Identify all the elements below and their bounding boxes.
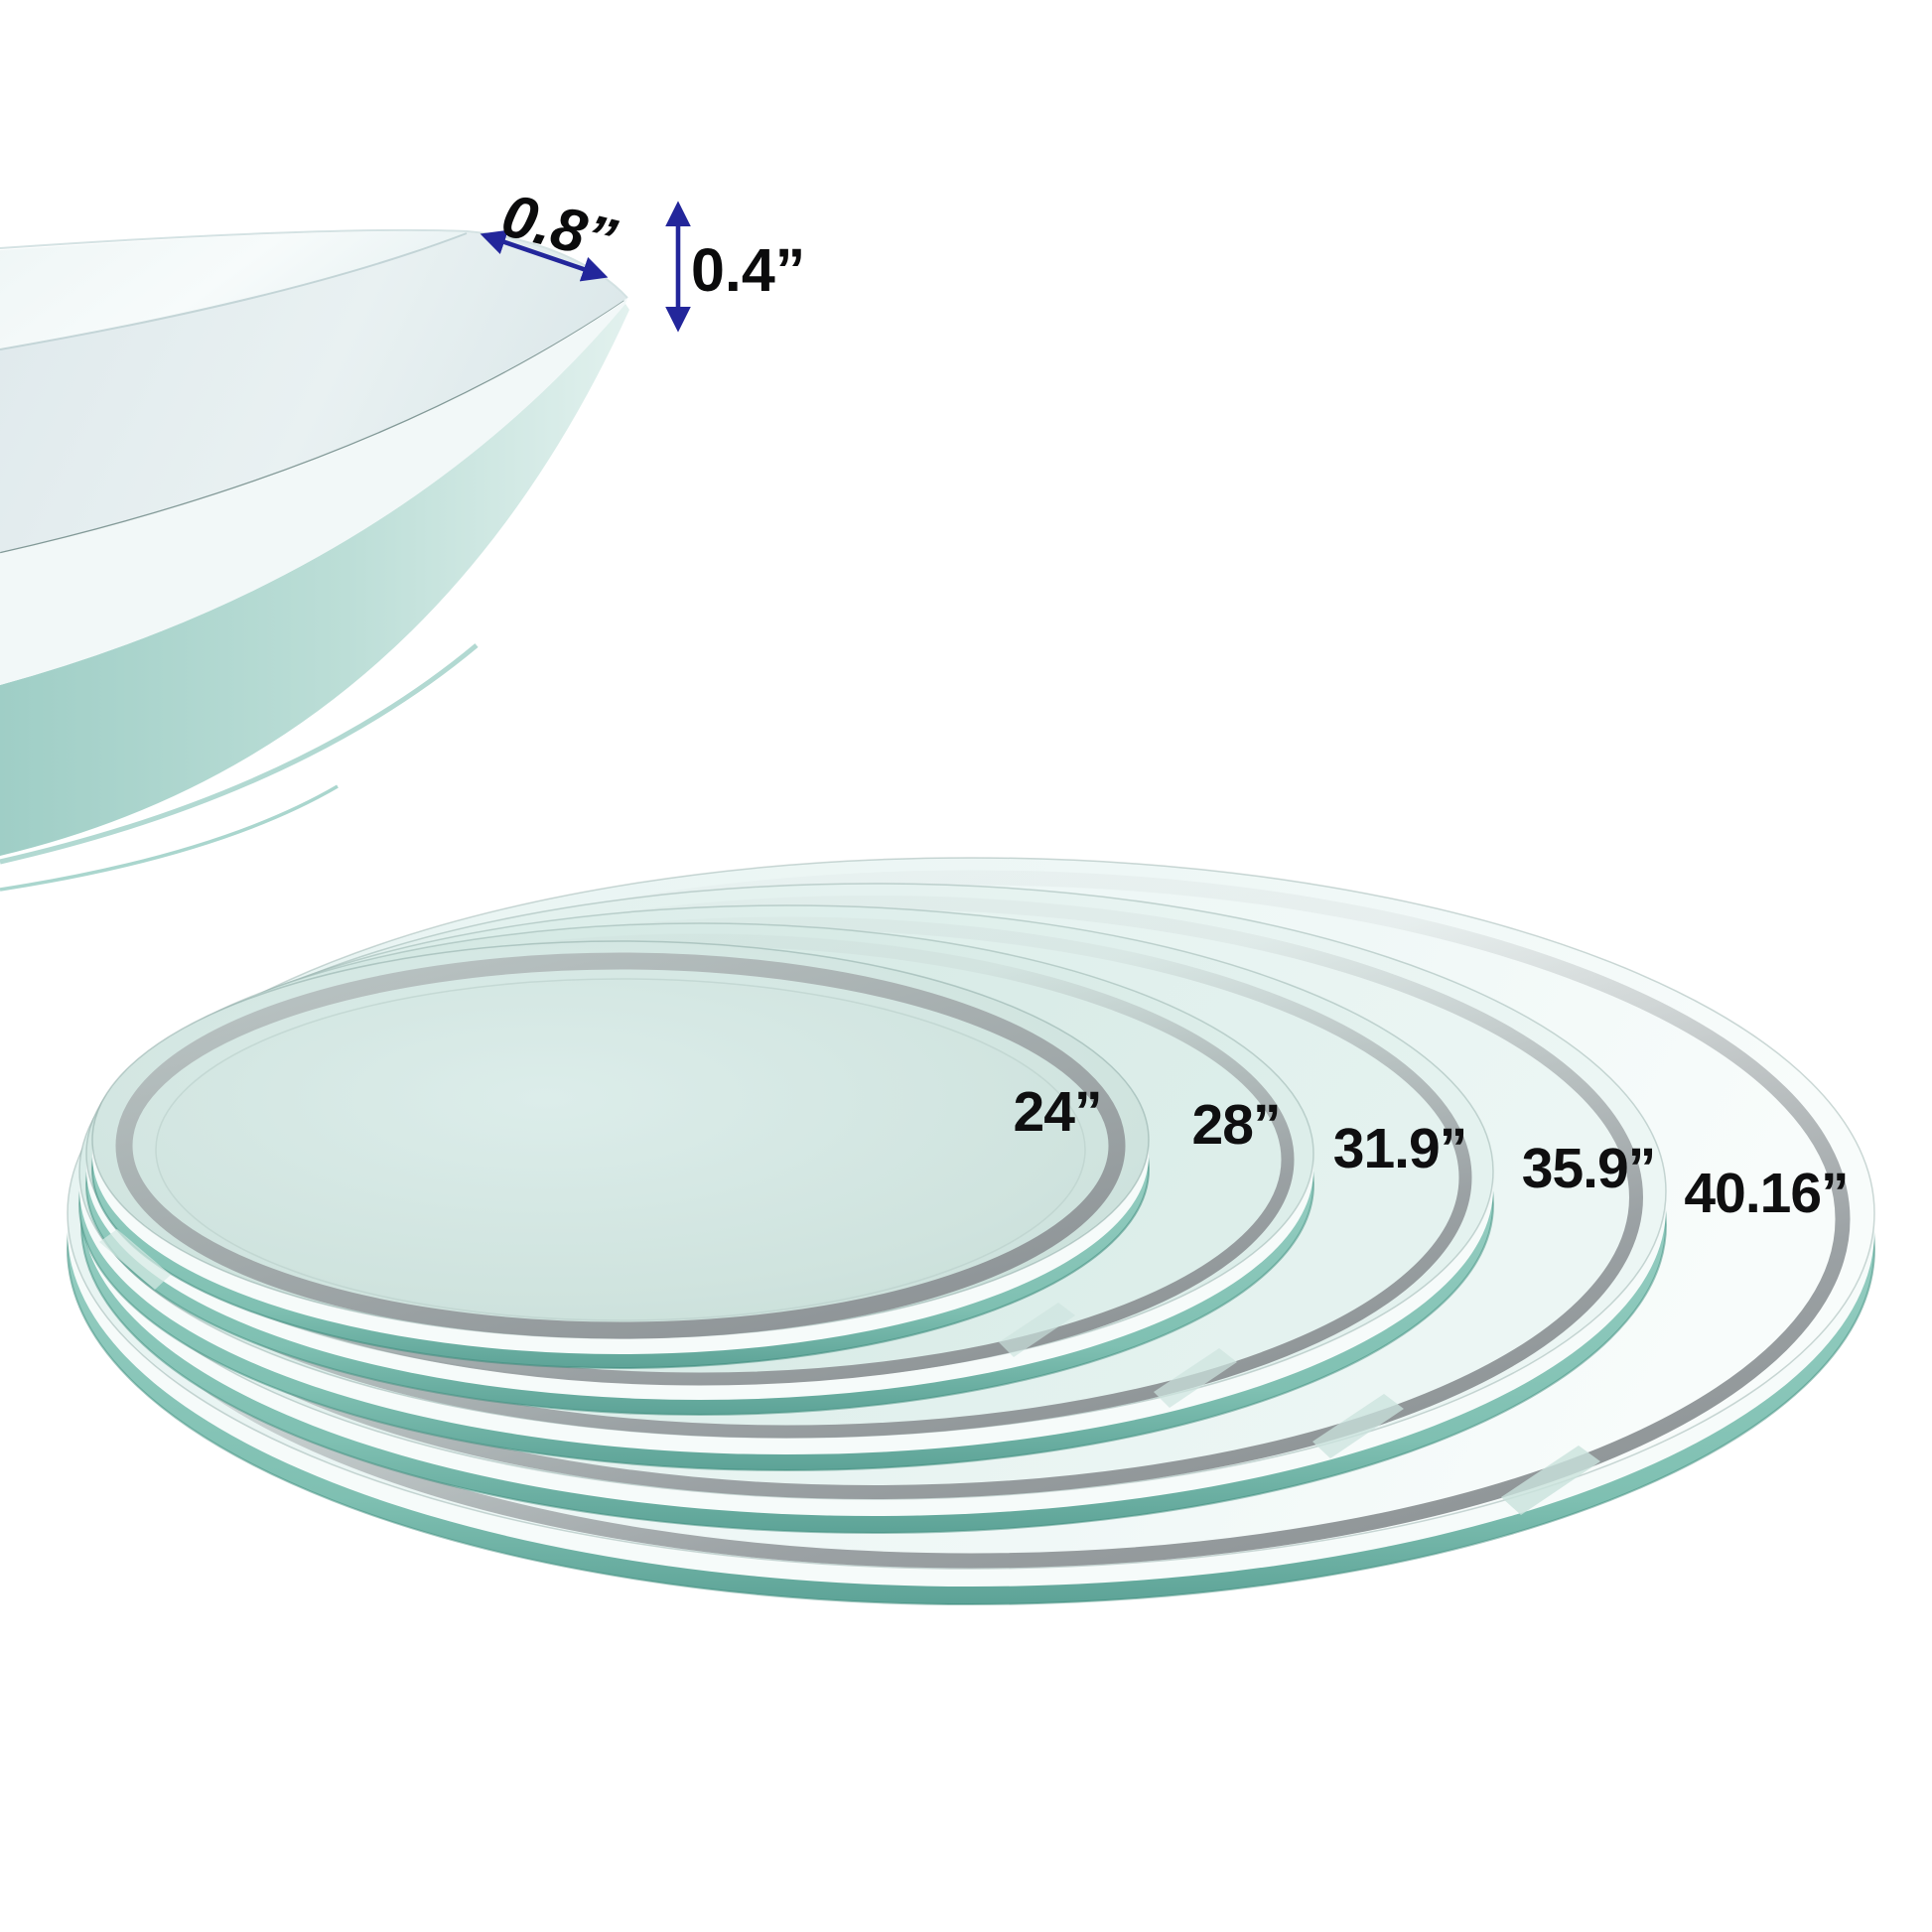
size-label-31-9: 31.9” — [1333, 1117, 1466, 1180]
bevel-width-arrow — [480, 229, 609, 282]
size-label-28: 28” — [1192, 1093, 1281, 1157]
closeup-underside-line-2 — [0, 784, 339, 892]
disc-inner-surface — [155, 978, 1086, 1321]
closeup-underside-line — [0, 643, 479, 865]
bevel-facet — [1154, 1348, 1237, 1408]
size-label-40-16: 40.16” — [1684, 1162, 1848, 1225]
glass-stack — [67, 857, 1875, 1605]
closeup-edge-band — [0, 298, 627, 685]
disc-24 — [91, 940, 1150, 1369]
size-labels: 24” 28” 31.9” 35.9” 40.16” — [1014, 1080, 1850, 1225]
closeup-facet-line — [0, 232, 468, 350]
dimension-annotations: 0.8” 0.4” — [480, 181, 805, 333]
bevel-facet — [1312, 1394, 1404, 1458]
bevel-facet — [1501, 1446, 1600, 1515]
glass-edge-closeup — [0, 228, 629, 892]
thickness-label: 0.4” — [691, 236, 805, 304]
closeup-bevel-face — [0, 232, 627, 552]
closeup-underside — [0, 304, 629, 856]
size-label-35-9: 35.9” — [1522, 1137, 1655, 1200]
size-label-24: 24” — [1014, 1080, 1102, 1144]
bevel-facet — [99, 1229, 171, 1290]
closeup-top-surface — [0, 230, 467, 349]
disc-bevel-ring — [115, 952, 1126, 1339]
bevel-facet — [999, 1303, 1075, 1357]
